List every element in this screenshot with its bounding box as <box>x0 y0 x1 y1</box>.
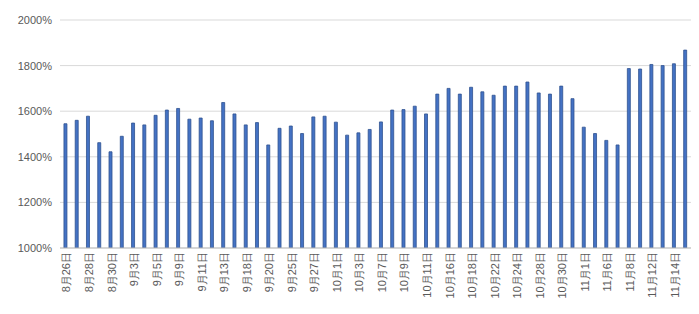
svg-text:11月8日: 11月8日 <box>624 252 636 292</box>
svg-text:10月28日: 10月28日 <box>534 252 546 298</box>
svg-text:1400%: 1400% <box>18 151 52 163</box>
svg-text:8月28日: 8月28日 <box>83 252 95 292</box>
svg-text:1000%: 1000% <box>18 242 52 254</box>
svg-text:2000%: 2000% <box>18 14 52 26</box>
svg-text:11月1日: 11月1日 <box>579 252 591 292</box>
svg-text:11月12日: 11月12日 <box>646 252 658 298</box>
svg-text:9月20日: 9月20日 <box>263 252 275 292</box>
svg-text:9月25日: 9月25日 <box>286 252 298 292</box>
svg-text:10月30日: 10月30日 <box>556 252 568 298</box>
svg-text:9月9日: 9月9日 <box>173 252 185 286</box>
svg-text:9月27日: 9月27日 <box>308 252 320 292</box>
svg-text:9月11日: 9月11日 <box>196 252 208 292</box>
svg-text:10月1日: 10月1日 <box>331 252 343 292</box>
svg-text:9月18日: 9月18日 <box>241 252 253 292</box>
svg-text:10月24日: 10月24日 <box>511 252 523 298</box>
svg-text:9月5日: 9月5日 <box>151 252 163 286</box>
svg-text:11月6日: 11月6日 <box>601 252 613 292</box>
svg-text:8月26日: 8月26日 <box>60 252 72 292</box>
svg-text:1200%: 1200% <box>18 196 52 208</box>
svg-text:10月16日: 10月16日 <box>444 252 456 298</box>
svg-text:9月3日: 9月3日 <box>128 252 140 286</box>
svg-text:10月18日: 10月18日 <box>466 252 478 298</box>
svg-text:1800%: 1800% <box>18 60 52 72</box>
svg-text:11月14日: 11月14日 <box>669 252 681 298</box>
svg-text:10月11日: 10月11日 <box>421 252 433 298</box>
svg-text:10月9日: 10月9日 <box>398 252 410 292</box>
svg-text:9月13日: 9月13日 <box>218 252 230 292</box>
svg-text:10月3日: 10月3日 <box>353 252 365 292</box>
svg-text:10月7日: 10月7日 <box>376 252 388 292</box>
svg-text:10月22日: 10月22日 <box>489 252 501 298</box>
svg-text:1600%: 1600% <box>18 105 52 117</box>
svg-text:8月30日: 8月30日 <box>106 252 118 292</box>
